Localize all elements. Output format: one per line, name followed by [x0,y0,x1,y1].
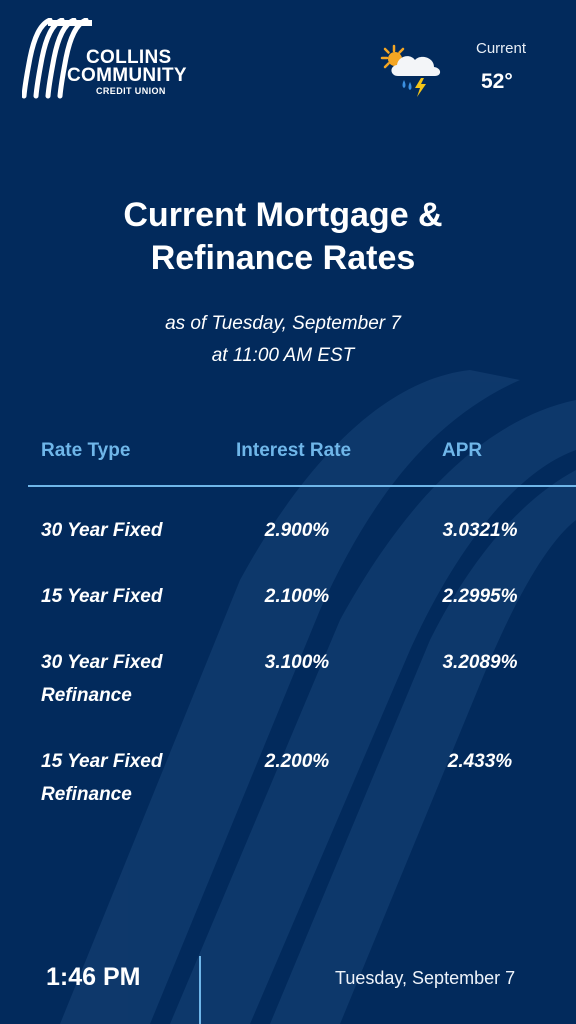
rate-type-cell: 15 Year Fixed [41,580,211,613]
rate-type-line1: 30 Year Fixed [41,520,163,541]
page-title-line1: Current Mortgage & [123,196,443,234]
column-header-interest-rate: Interest Rate [236,440,352,461]
apr-cell: 2.433% [447,751,513,772]
collins-community-logo: COLLINS COMMUNITY CREDIT UNION [22,18,202,100]
logo-text-credit-union: CREDIT UNION [96,86,166,96]
rates-timestamp: as of Tuesday, September 7 at 11:00 AM E… [0,308,566,372]
footer-clock: 1:46 PM [46,963,141,991]
footer-divider [199,956,201,1024]
rates-timestamp-time: at 11:00 AM EST [211,345,355,366]
rate-type-line2: Refinance [41,784,132,805]
interest-rate-cell: 3.100% [264,652,330,673]
footer-date: Tuesday, September 7 [335,968,516,988]
column-header-apr: APR [442,440,483,461]
partly-cloudy-storm-icon [380,44,441,97]
column-header-rate-type: Rate Type [41,440,131,461]
weather-temperature: 52° [481,70,513,93]
rate-type-line1: 15 Year Fixed [41,751,163,772]
rates-timestamp-date: as of Tuesday, September 7 [165,313,401,334]
rate-type-cell: 15 Year Fixed Refinance [41,745,211,811]
page-title-line2: Refinance Rates [150,239,416,277]
rate-type-cell: 30 Year Fixed [41,514,211,547]
interest-rate-cell: 2.900% [264,520,330,541]
rate-type-line1: 30 Year Fixed [41,652,163,673]
page-title: Current Mortgage & Refinance Rates [0,194,566,280]
logo-text-community: COMMUNITY [67,65,187,86]
apr-cell: 3.2089% [442,652,518,673]
interest-rate-cell: 2.200% [264,751,330,772]
interest-rate-cell: 2.100% [264,586,330,607]
header-divider [28,485,576,487]
weather-label: Current [476,40,527,57]
apr-cell: 3.0321% [442,520,518,541]
apr-cell: 2.2995% [442,586,518,607]
rate-type-line2: Refinance [41,685,132,706]
rate-type-cell: 30 Year Fixed Refinance [41,646,211,712]
rate-type-line1: 15 Year Fixed [41,586,163,607]
logo-swoosh-icon [22,18,92,99]
logo-text-collins: COLLINS [86,47,172,68]
